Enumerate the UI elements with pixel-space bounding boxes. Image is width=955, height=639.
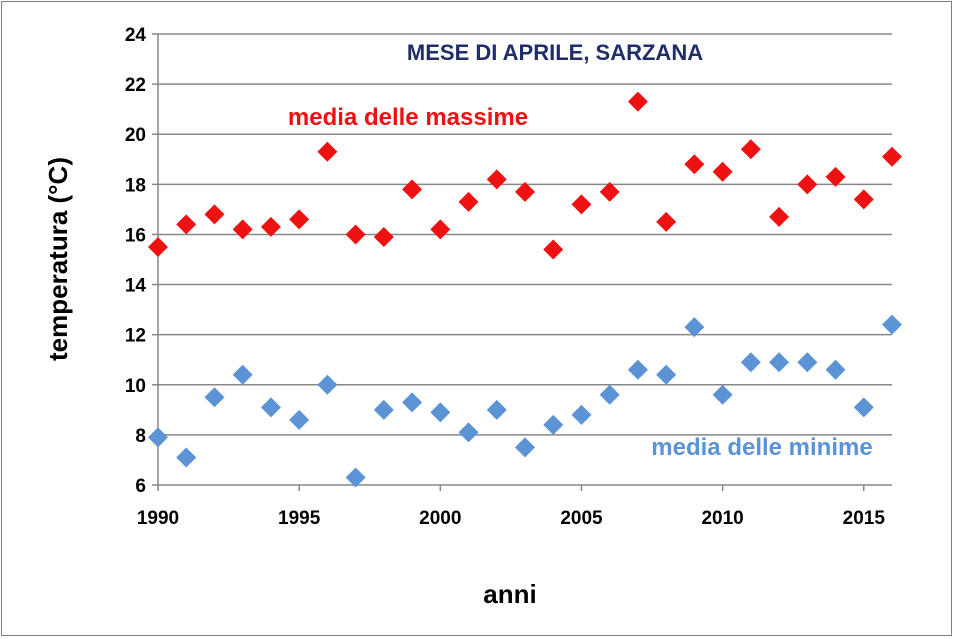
x-tick-label: 2005 [560, 508, 603, 529]
x-tick-label: 2010 [701, 508, 743, 529]
data-point [204, 387, 225, 408]
data-point [486, 399, 507, 420]
data-point [853, 397, 874, 418]
data-point [543, 414, 564, 435]
y-axis-title: temperatura (°C) [43, 157, 73, 361]
data-point [797, 352, 818, 373]
data-point [740, 139, 761, 160]
data-point [769, 352, 790, 373]
data-point [317, 374, 338, 395]
data-point [430, 219, 451, 240]
annotation-max-series: media delle massime [288, 104, 528, 131]
data-point [232, 364, 253, 385]
data-point [232, 219, 253, 240]
data-point [345, 467, 366, 488]
data-point [289, 409, 310, 430]
data-point [712, 384, 733, 405]
y-tick-label: 20 [125, 125, 146, 146]
data-point [882, 314, 902, 335]
data-point [176, 447, 197, 468]
data-point [825, 166, 846, 187]
series-1 [148, 314, 902, 488]
data-point [204, 204, 225, 225]
y-tick-label: 6 [135, 476, 146, 497]
data-point [599, 384, 620, 405]
data-point [684, 317, 705, 338]
data-point [148, 236, 168, 257]
data-point [599, 181, 620, 202]
annotation-min-series: media delle minime [651, 434, 872, 461]
data-point [373, 399, 394, 420]
data-point [825, 359, 846, 380]
data-point [458, 422, 479, 443]
data-point [797, 174, 818, 195]
y-tick-label: 18 [125, 175, 146, 196]
data-point [515, 181, 535, 202]
data-point [402, 179, 423, 200]
data-point [260, 216, 281, 237]
data-point [740, 352, 761, 373]
x-tick-labels: 1990 1995 2000 2005 2010 2015 [137, 508, 885, 529]
data-point [486, 169, 507, 190]
data-point [712, 161, 733, 182]
data-point [656, 364, 677, 385]
data-point [684, 154, 705, 175]
data-point [543, 239, 564, 260]
data-point [430, 402, 451, 423]
data-point [260, 397, 281, 418]
gridlines [158, 33, 892, 436]
data-point [853, 189, 874, 210]
y-tick-label: 16 [125, 225, 146, 246]
y-tick-label: 12 [125, 326, 146, 347]
data-point [289, 209, 310, 230]
data-point [345, 224, 366, 245]
data-point [458, 191, 479, 212]
x-tick-label: 1990 [137, 508, 179, 529]
data-point [627, 359, 648, 380]
y-tick-label: 22 [125, 75, 146, 96]
data-point [882, 146, 902, 167]
data-point [373, 226, 394, 247]
chart-title: MESE DI APRILE, SARZANA [407, 40, 703, 65]
data-point [317, 141, 338, 162]
data-point [571, 404, 592, 425]
data-point [515, 437, 535, 458]
x-tick-label: 1995 [278, 508, 321, 529]
y-tick-label: 10 [125, 376, 146, 397]
data-points [148, 91, 902, 488]
y-tick-labels: 6 8 10 12 14 16 18 20 22 24 [125, 25, 147, 497]
x-tick-label: 2000 [419, 508, 461, 529]
axes [152, 33, 892, 491]
data-point [402, 392, 423, 413]
data-point [656, 211, 677, 232]
y-tick-label: 14 [125, 276, 147, 297]
data-point [148, 427, 168, 448]
data-point [176, 214, 197, 235]
series-0 [148, 91, 902, 260]
data-point [571, 194, 592, 215]
data-point [769, 206, 790, 227]
x-axis-title: anni [483, 579, 536, 609]
y-tick-label: 8 [135, 426, 146, 447]
data-point [627, 91, 648, 112]
x-tick-label: 2015 [843, 508, 886, 529]
y-tick-label: 24 [125, 25, 147, 46]
